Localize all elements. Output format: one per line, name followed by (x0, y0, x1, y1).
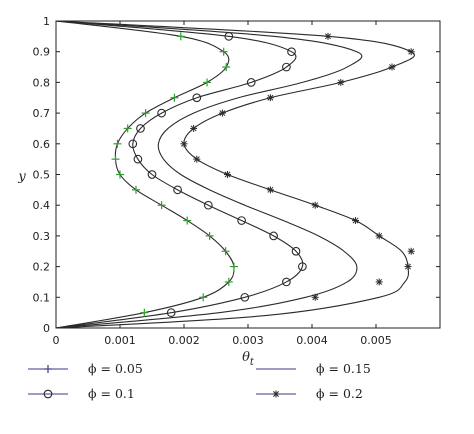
series-1-point (203, 78, 212, 87)
legend-marker (272, 390, 280, 398)
series-1-point (141, 109, 150, 118)
series-1-point (221, 247, 230, 256)
series-2-point (291, 246, 301, 256)
series-4-point (266, 186, 274, 194)
series-1-point (183, 216, 192, 225)
series-1-point (116, 170, 124, 179)
series-4-point (375, 232, 383, 240)
x-tick-label: 0.003 (232, 334, 264, 347)
series-2-point (203, 200, 213, 210)
y-tick-label: 0.1 (33, 291, 51, 304)
y-axis-label: y (17, 170, 26, 185)
series-2-point (282, 62, 291, 72)
series-2-point (240, 292, 250, 302)
series-2-point (133, 154, 143, 164)
series-1-point (219, 47, 228, 56)
y-tick-label: 0.4 (33, 199, 51, 212)
y-tick-label: 0 (43, 322, 50, 335)
y-tick-label: 0.7 (33, 107, 51, 120)
legend-marker (44, 365, 52, 373)
legend-label: ϕ = 0.1 (88, 386, 135, 401)
series-2-point (166, 308, 176, 318)
markers-group (111, 31, 415, 318)
series-1-point (176, 32, 185, 41)
series-1-point (170, 93, 179, 102)
series-1-point (205, 231, 214, 240)
x-tick-label: 0.002 (168, 334, 200, 347)
series-2-point (269, 231, 278, 241)
legend-label: ϕ = 0.15 (316, 361, 371, 376)
series-line-4 (55, 20, 415, 329)
series-1-point (199, 293, 208, 302)
series-4-point (407, 48, 415, 56)
series-2-point (173, 185, 182, 195)
series-4-point (404, 263, 412, 271)
series-line-2 (55, 20, 304, 329)
series-1-point (132, 185, 140, 194)
series-2-point (224, 31, 234, 41)
series-1-point (224, 277, 233, 286)
series-4-point (190, 124, 198, 132)
x-tick-label: 0 (53, 334, 60, 347)
series-1-point (123, 124, 132, 133)
y-tick-label: 0.2 (33, 261, 51, 274)
legend-item-3: ϕ = 0.15 (256, 361, 371, 376)
series-2-point (157, 108, 166, 118)
legend: ϕ = 0.05 ϕ = 0.1 ϕ = 0.15 ϕ = 0.2 (28, 361, 371, 401)
series-1-point (157, 201, 166, 210)
y-tick-label: 1 (43, 15, 50, 28)
series-2-point (282, 277, 291, 287)
series-4-point (218, 109, 226, 117)
series-4-point (311, 201, 319, 209)
legend-label: ϕ = 0.2 (316, 386, 363, 401)
series-4-point (324, 32, 332, 40)
series-2-point (246, 78, 256, 87)
axes: 0 0.001 0.002 0.003 0.004 0.005 0 0.1 0.2 0.3 0.4 0… (33, 15, 441, 347)
series-line-3 (55, 20, 363, 329)
series-4-point (311, 293, 319, 301)
series-4-point (180, 140, 188, 148)
series-2-point (147, 170, 157, 179)
series-1-point (111, 155, 120, 164)
x-tick-label: 0.005 (360, 334, 392, 347)
series-4-point (352, 217, 360, 225)
series-1-point (113, 139, 122, 148)
series-2-point (136, 124, 145, 133)
x-tick-label: 0.001 (104, 334, 136, 347)
legend-item-2: ϕ = 0.1 (28, 386, 135, 401)
series-2-point (192, 93, 202, 103)
series-1-point (222, 63, 231, 72)
y-tick-label: 0.6 (33, 138, 51, 151)
y-tick-label: 0.9 (33, 46, 51, 59)
series-line-1 (55, 20, 235, 329)
series-4-point (337, 78, 345, 86)
series-1-point (229, 262, 238, 271)
legend-marker (43, 389, 53, 399)
x-tick-label: 0.004 (296, 334, 328, 347)
y-tick-label: 0.8 (33, 76, 51, 89)
series-2-point (298, 262, 307, 271)
series-4-point (375, 278, 383, 286)
series-2-point (128, 139, 138, 149)
series-4-point (193, 155, 201, 163)
x-axis-label: θt (242, 350, 255, 368)
series-2-point (237, 216, 246, 225)
series-group (55, 20, 415, 329)
series-4-point (224, 171, 232, 178)
series-2-point (287, 47, 296, 57)
series-4-point (407, 247, 415, 255)
y-tick-label: 0.3 (33, 230, 51, 243)
series-4-point (388, 63, 396, 71)
y-tick-label: 0.5 (33, 169, 51, 182)
legend-label: ϕ = 0.05 (88, 361, 143, 376)
legend-item-4: ϕ = 0.2 (256, 386, 363, 401)
series-1-point (140, 308, 149, 317)
legend-item-1: ϕ = 0.05 (28, 361, 143, 376)
series-4-point (266, 94, 274, 102)
